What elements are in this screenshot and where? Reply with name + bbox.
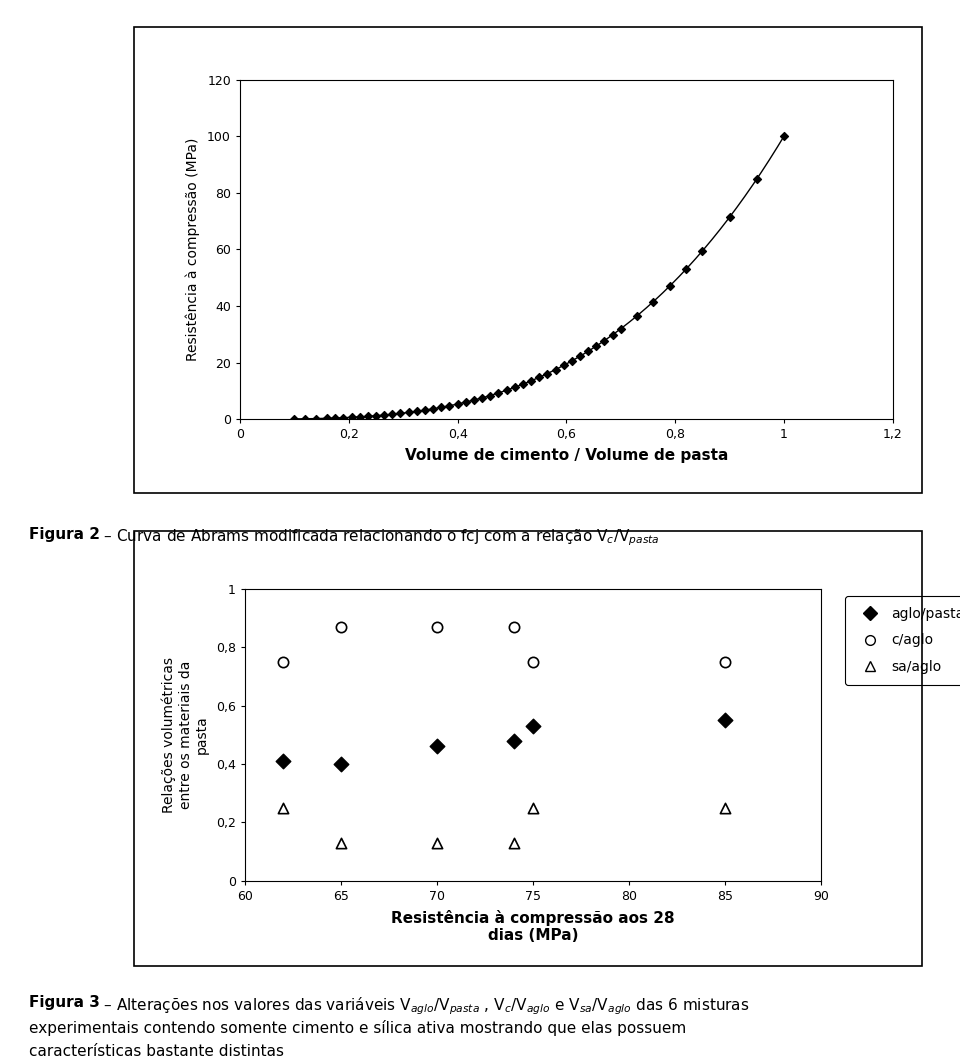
Point <box>717 799 732 816</box>
Point <box>429 619 444 636</box>
Y-axis label: Resistência à compressão (MPa): Resistência à compressão (MPa) <box>185 138 200 361</box>
Point <box>588 337 604 354</box>
Point <box>352 408 368 425</box>
Point <box>722 209 737 226</box>
Point <box>717 712 732 729</box>
Point <box>276 654 291 671</box>
Point <box>516 376 531 393</box>
Point <box>344 408 359 425</box>
Point <box>491 384 506 401</box>
Point <box>523 372 539 389</box>
Point <box>385 405 400 422</box>
Point <box>506 732 521 749</box>
Point <box>695 242 710 259</box>
Point <box>333 755 348 772</box>
Point <box>401 404 417 421</box>
Point <box>425 400 441 417</box>
Point <box>276 752 291 769</box>
Point <box>499 382 515 399</box>
Point <box>507 379 522 396</box>
Point <box>467 392 482 408</box>
Text: – Curva de Abrams modificada relacionando o fcj com a relação V$_c$/V$_{pasta}$: – Curva de Abrams modificada relacionand… <box>99 527 660 547</box>
Text: Figura 2: Figura 2 <box>29 527 100 542</box>
Point <box>393 405 408 422</box>
Point <box>376 406 392 423</box>
Point <box>777 127 792 144</box>
X-axis label: Resistência à compressão aos 28
dias (MPa): Resistência à compressão aos 28 dias (MP… <box>391 909 675 943</box>
Point <box>749 171 764 188</box>
Point <box>474 389 490 406</box>
Point <box>630 308 645 325</box>
Point <box>506 619 521 636</box>
Point <box>409 403 424 420</box>
X-axis label: Volume de cimento / Volume de pasta: Volume de cimento / Volume de pasta <box>405 448 728 463</box>
Point <box>572 348 588 365</box>
Point <box>483 387 498 404</box>
Point <box>646 293 661 310</box>
Point <box>434 399 449 416</box>
Point <box>540 365 555 382</box>
Point <box>369 407 384 424</box>
Point <box>581 343 596 360</box>
Text: características bastante distintas: características bastante distintas <box>29 1044 284 1059</box>
Point <box>525 799 540 816</box>
Point <box>429 834 444 851</box>
Point <box>532 369 547 386</box>
Point <box>525 654 540 671</box>
Point <box>333 834 348 851</box>
Point <box>450 396 466 413</box>
Point <box>336 410 351 427</box>
Point <box>597 332 612 349</box>
Point <box>556 356 571 373</box>
Point <box>360 407 375 424</box>
Point <box>327 410 343 427</box>
Text: experimentais contendo somente cimento e sílica ativa mostrando que elas possuem: experimentais contendo somente cimento e… <box>29 1020 686 1036</box>
Point <box>662 278 678 295</box>
Point <box>429 738 444 755</box>
Point <box>548 361 564 378</box>
Legend: aglo/pasta, c/aglo, sa/aglo: aglo/pasta, c/aglo, sa/aglo <box>845 596 960 685</box>
Point <box>418 402 433 419</box>
Point <box>298 411 313 428</box>
Point <box>605 327 620 344</box>
Point <box>458 394 473 411</box>
Point <box>308 411 324 428</box>
Point <box>613 320 629 337</box>
Point <box>442 397 457 414</box>
Point <box>333 619 348 636</box>
Point <box>564 352 580 369</box>
Y-axis label: Relações volumétricas
entre os materiais da
pasta: Relações volumétricas entre os materiais… <box>162 657 209 813</box>
Point <box>320 410 335 427</box>
Text: Figura 3: Figura 3 <box>29 995 100 1010</box>
Point <box>717 654 732 671</box>
Point <box>287 411 302 428</box>
Point <box>525 717 540 734</box>
Text: – Alterações nos valores das variáveis V$_{aglo}$/V$_{pasta}$ , V$_c$/V$_{aglo}$: – Alterações nos valores das variáveis V… <box>99 995 750 1016</box>
Point <box>679 261 694 278</box>
Point <box>506 834 521 851</box>
Point <box>276 799 291 816</box>
